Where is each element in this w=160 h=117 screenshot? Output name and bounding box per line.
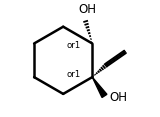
Text: or1: or1: [67, 70, 81, 79]
Text: or1: or1: [67, 41, 81, 50]
Text: OH: OH: [78, 3, 96, 16]
Text: OH: OH: [109, 91, 127, 104]
Polygon shape: [92, 77, 107, 97]
